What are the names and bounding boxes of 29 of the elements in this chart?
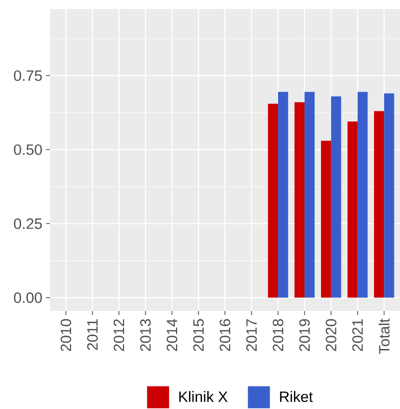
bar (320, 140, 332, 298)
x-tick-label: 2013 (140, 319, 151, 352)
bar (304, 92, 315, 298)
legend-label: Riket (280, 391, 313, 402)
y-tick-label: 0.75 (14, 70, 42, 81)
x-tick-label: 2014 (166, 318, 178, 352)
x-tick-label: 2016 (220, 319, 230, 352)
bar (348, 122, 358, 298)
x-tick-label: Totalt (378, 318, 390, 354)
x-tick-label: 2011 (87, 319, 98, 350)
y-tick-label: 0.00 (14, 292, 42, 303)
bar (331, 96, 342, 298)
x-tick-label: 2021 (352, 319, 363, 352)
legend-label: Klinik X (179, 391, 228, 402)
bar (278, 92, 288, 298)
x-tick-label: 2010 (60, 319, 72, 352)
x-tick-label: 2015 (193, 319, 204, 352)
bar (384, 93, 394, 298)
bar (358, 92, 368, 298)
y-tick-label: 0.25 (14, 218, 42, 229)
bar (374, 111, 384, 298)
bar (268, 104, 278, 298)
y-tick-label: 0.50 (14, 144, 42, 155)
x-tick-label: 2012 (114, 319, 124, 352)
bar (294, 102, 305, 298)
x-tick-label: 2018 (272, 319, 284, 352)
x-tick-label: 2020 (326, 319, 336, 352)
x-tick-label: 2017 (246, 319, 257, 352)
x-tick-label: 2019 (299, 319, 310, 352)
